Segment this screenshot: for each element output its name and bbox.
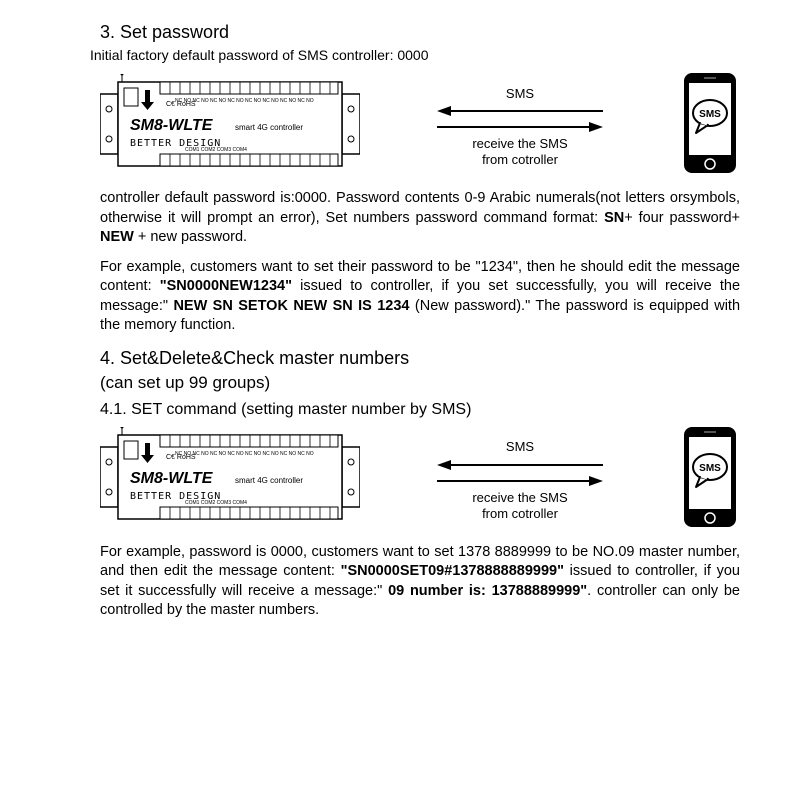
controller-device-2: NC NO NC NO NC NO NC NO NC NO NC NO NC N… — [100, 427, 360, 532]
sms-label-2: SMS — [506, 438, 534, 456]
arrow-left-icon — [435, 458, 605, 472]
arrow-right-icon — [435, 120, 605, 134]
arrow-right-icon — [435, 474, 605, 488]
controller-device: NC NO NC NO NC NO NC NO NC NO NC NO NC N… — [100, 74, 360, 179]
arrow-left-icon — [435, 104, 605, 118]
section-4-title: 4. Set&Delete&Check master numbers — [100, 346, 740, 370]
svg-text:NC NO NC NO NC NO NC NO NC NO: NC NO NC NO NC NO NC NO NC NO NC NO NC N… — [175, 451, 314, 457]
arrows-column-2: SMS receive the SMS from cotroller — [368, 438, 672, 521]
section-4-1-heading: 4.1. SET command (setting master number … — [100, 399, 740, 421]
section-3-para-1: controller default password is:0000. Pas… — [100, 189, 740, 248]
diagram-2: NC NO NC NO NC NO NC NO NC NO NC NO NC N… — [100, 425, 740, 535]
controller-model-text: SM8-WLTE — [130, 117, 214, 134]
section-3-subtitle: Initial factory default password of SMS … — [90, 46, 740, 65]
svg-text:C€ RoHS: C€ RoHS — [166, 454, 196, 461]
svg-text:SMS: SMS — [699, 109, 721, 120]
receive-label: receive the SMS from cotroller — [472, 136, 567, 167]
section-4-para: For example, password is 0000, customers… — [100, 543, 740, 621]
section-3-para-2: For example, customers want to set their… — [100, 258, 740, 336]
svg-text:NC NO NC NO NC NO NC NO NC NO: NC NO NC NO NC NO NC NO NC NO NC NO NC N… — [175, 98, 314, 104]
section-3-title: 3. Set password — [100, 20, 740, 44]
svg-text:C€ RoHS: C€ RoHS — [166, 101, 196, 108]
sms-label: SMS — [506, 85, 534, 103]
svg-text:smart 4G controller: smart 4G controller — [235, 123, 303, 132]
arrows-column: SMS receive the SMS from cotroller — [368, 85, 672, 168]
phone-device-2: SMS — [680, 425, 740, 535]
svg-text:SM8-WLTE: SM8-WLTE — [130, 470, 214, 487]
svg-text:SMS: SMS — [699, 463, 721, 474]
svg-text:smart 4G controller: smart 4G controller — [235, 476, 303, 485]
receive-label-2: receive the SMS from cotroller — [472, 490, 567, 521]
svg-text:BETTER DESIGN: BETTER DESIGN — [130, 491, 221, 502]
section-4-title-2: (can set up 99 groups) — [100, 372, 740, 395]
diagram-1: NC NO NC NO NC NO NC NO NC NO NC NO NC N… — [100, 71, 740, 181]
phone-device: SMS — [680, 71, 740, 181]
svg-text:BETTER DESIGN: BETTER DESIGN — [130, 138, 221, 149]
